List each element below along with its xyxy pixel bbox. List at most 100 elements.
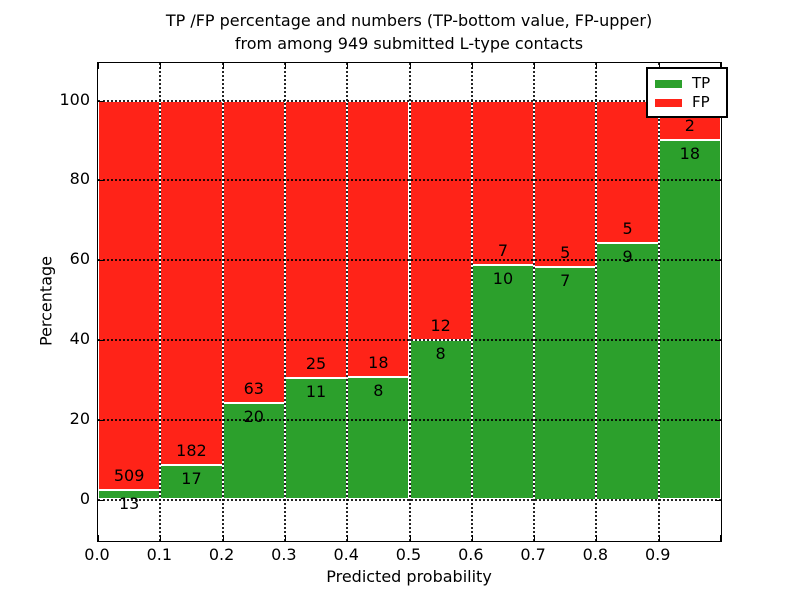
x-tick-label: 0.3	[271, 545, 297, 564]
x-tick-mark-top	[222, 63, 224, 69]
x-tick-mark-top	[409, 63, 411, 69]
y-tick-mark-left	[98, 100, 104, 102]
fp-count-label: 25	[305, 353, 327, 373]
fp-bar-segment	[347, 100, 410, 377]
tp-count-label: 8	[373, 380, 384, 400]
tp-count-label: 17	[181, 469, 202, 489]
tp-legend-swatch	[655, 79, 682, 88]
tp-count-label: 8	[435, 343, 446, 363]
y-tick-mark-right	[715, 419, 721, 421]
gridline-vertical	[533, 63, 536, 541]
x-tick-mark-bottom	[284, 535, 286, 541]
y-tick-mark-left	[98, 419, 104, 421]
x-tick-mark-bottom	[409, 535, 411, 541]
x-tick-mark-bottom	[534, 535, 536, 541]
fp-count-label: 63	[243, 379, 264, 399]
y-tick-label: 20	[69, 408, 90, 428]
fp-bar-segment	[284, 100, 348, 378]
tp-count-label: 9	[622, 247, 633, 266]
x-tick-mark-top	[596, 63, 598, 69]
fp-count-label: 12	[430, 315, 451, 335]
y-tick-label: 40	[69, 328, 90, 348]
tp-bar-segment	[471, 264, 535, 500]
gridline-vertical	[221, 63, 224, 541]
x-tick-label: 0.0	[84, 545, 110, 564]
gridline-vertical	[408, 63, 411, 541]
fp-count-label: 7	[497, 240, 509, 260]
x-tick-mark-bottom	[658, 535, 660, 541]
fp-count-label: 18	[368, 352, 389, 372]
x-tick-mark-bottom	[720, 535, 721, 541]
fp-bar-segment	[98, 100, 161, 490]
gridline-vertical	[283, 63, 286, 541]
y-tick-mark-right	[715, 499, 721, 501]
y-tick-mark-left	[98, 499, 104, 501]
x-tick-label: 0.2	[208, 545, 235, 564]
tp-bar-segment	[347, 376, 410, 500]
y-tick-label: 80	[69, 169, 90, 189]
gridline-vertical	[159, 63, 162, 541]
fp-count-label: 2	[684, 116, 695, 136]
x-tick-label: 0.9	[644, 545, 671, 564]
x-tick-label: 0.8	[582, 545, 609, 564]
grid-layer	[98, 63, 721, 541]
y-tick-mark-right	[715, 180, 721, 182]
x-tick-mark-bottom	[222, 535, 224, 541]
chart-title: TP /FP percentage and numbers (TP-bottom…	[97, 9, 721, 55]
tp-count-label: 7	[560, 270, 571, 290]
gridline-vertical	[595, 63, 598, 541]
x-tick-mark-top	[284, 63, 286, 69]
fp-count-label: 509	[113, 465, 145, 485]
legend-item-fp: FP	[655, 93, 719, 112]
x-tick-label: 0.5	[395, 545, 422, 564]
tp-count-label: 11	[305, 381, 327, 401]
tp-legend-label: TP	[692, 74, 711, 92]
x-tick-mark-top	[98, 63, 99, 69]
fp-count-label: 5	[622, 219, 633, 238]
y-tick-mark-left	[98, 260, 104, 262]
fp-legend-label: FP	[692, 93, 710, 111]
tp-count-label: 20	[243, 407, 264, 427]
gridline-vertical	[346, 63, 349, 541]
x-tick-mark-top	[658, 63, 660, 69]
gridline-vertical	[657, 63, 660, 541]
fp-count-label: 182	[176, 441, 207, 461]
bar-value-labels-layer: 509 13 182 17 63 20 25 11 18 8 12 8 7 10 5 7 5 9 2 18	[98, 63, 721, 541]
x-tick-mark-bottom	[98, 535, 99, 541]
x-tick-mark-top	[160, 63, 162, 69]
x-tick-label: 0.6	[458, 545, 484, 564]
gridline-vertical	[470, 63, 473, 541]
x-tick-label: 0.4	[333, 545, 359, 564]
tp-count-label: 18	[679, 144, 701, 164]
legend-item-tp: TP	[655, 74, 719, 93]
x-tick-mark-bottom	[596, 535, 598, 541]
chart-title-line1: TP /FP percentage and numbers (TP-bottom…	[165, 11, 653, 30]
x-tick-label: 0.1	[146, 545, 173, 564]
tp-bar-segment	[534, 266, 597, 500]
legend: TP FP	[646, 67, 728, 118]
x-tick-mark-top	[534, 63, 536, 69]
chart-title-line2: from among 949 submitted L-type contacts	[234, 34, 584, 53]
y-tick-mark-left	[98, 180, 104, 182]
x-tick-mark-top	[471, 63, 473, 69]
tp-bar-segment	[284, 377, 348, 500]
y-tick-mark-right	[715, 260, 721, 262]
x-tick-mark-bottom	[160, 535, 162, 541]
x-tick-mark-bottom	[471, 535, 473, 541]
x-tick-label: 0.7	[520, 545, 546, 564]
y-tick-mark-left	[98, 339, 104, 341]
fp-count-label: 5	[560, 242, 571, 262]
plot-area: 509 13 182 17 63 20 25 11 18 8 12 8 7 10 5 7 5 9 2 18 TP FP	[97, 62, 728, 542]
axis-ticks-layer	[98, 63, 721, 541]
fp-bar-segment	[534, 100, 597, 267]
x-tick-mark-top	[720, 63, 721, 69]
tp-count-label: 13	[118, 493, 140, 513]
x-axis-label: Predicted probability	[326, 567, 492, 586]
tp-count-label: 10	[492, 268, 514, 288]
y-tick-label: 0	[79, 488, 90, 508]
y-tick-mark-right	[715, 339, 721, 341]
y-tick-label: 60	[69, 249, 90, 269]
fp-legend-swatch	[655, 98, 682, 107]
y-tick-label: 100	[59, 89, 90, 109]
